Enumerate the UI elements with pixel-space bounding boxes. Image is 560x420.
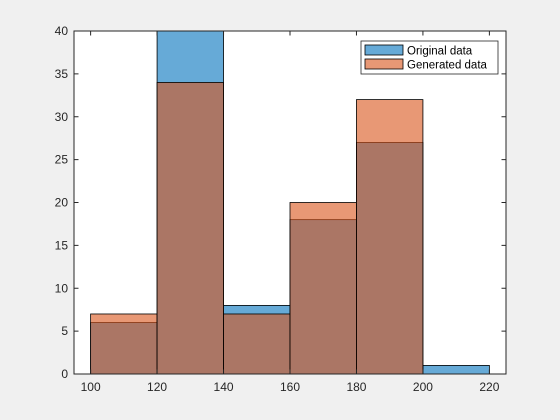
bars: [90, 30, 490, 375]
bar-series2-bin-140: [223, 313, 291, 375]
x-tick-label: 200: [413, 380, 433, 394]
legend: Original data Generated data: [360, 40, 499, 75]
y-tick-label: 20: [55, 196, 69, 210]
y-tick-label: 10: [55, 281, 69, 295]
legend-swatch: [364, 44, 404, 56]
x-tick-label: 140: [214, 380, 234, 394]
y-tick-label: 25: [55, 153, 69, 167]
y-tick-label: 40: [55, 24, 69, 38]
y-tick-label: 30: [55, 110, 69, 124]
axis-ticks: 100 120 140 160 180 200 220 0 5 10 15 20 25 30 35 40: [55, 24, 506, 394]
bar-series2-bin-120: [156, 82, 224, 375]
bar-series2-bin-100: [90, 313, 158, 375]
y-tick-label: 35: [55, 67, 69, 81]
x-tick-label: 220: [479, 380, 499, 394]
legend-label: Original data: [407, 46, 473, 58]
x-tick-label: 100: [81, 380, 101, 394]
legend-swatch: [364, 58, 404, 70]
legend-label: Generated data: [407, 60, 488, 72]
x-tick-label: 180: [346, 380, 366, 394]
bar-series2-bin-160: [289, 202, 357, 375]
bar-series2-bin-180: [356, 99, 424, 375]
bar-series1-bin-200: [422, 365, 490, 375]
y-tick-label: 15: [55, 238, 69, 252]
x-tick-label: 160: [280, 380, 300, 394]
y-tick-label: 0: [61, 367, 68, 381]
x-tick-label: 120: [147, 380, 167, 394]
y-tick-label: 5: [61, 324, 68, 338]
